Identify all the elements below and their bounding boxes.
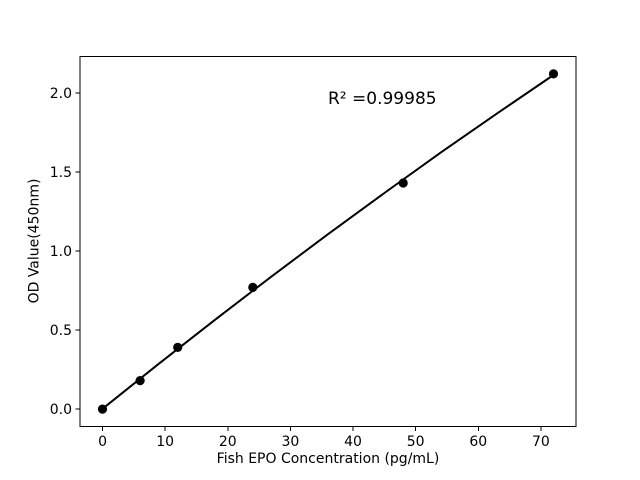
fit-line [101,74,555,410]
y-tick-label: 1.5 [50,165,72,181]
data-point [248,282,258,292]
x-tick-label: 20 [219,434,237,450]
y-tick-label: 0.5 [50,323,72,339]
y-axis-label: OD Value(450nm) [26,178,43,304]
data-point [398,178,408,188]
x-tick-label: 40 [344,434,362,450]
x-tick-label: 70 [532,434,550,450]
x-axis-label: Fish EPO Concentration (pg/mL) [216,451,440,467]
x-tick-label: 0 [98,434,107,450]
x-tick-label: 30 [282,434,300,450]
plot-border [79,56,577,427]
data-point [97,404,108,414]
data-point [135,376,145,386]
y-tick-label: 0.0 [50,402,72,418]
x-tick-label: 60 [469,434,487,450]
x-tick-label: 10 [156,434,174,450]
y-tick-label: 2.0 [50,86,72,102]
data-point [548,69,559,79]
data-point [173,342,183,352]
r-squared-annotation: R² =0.99985 [328,89,437,109]
x-tick-label: 50 [407,434,425,450]
y-tick-label: 1.0 [50,244,72,260]
